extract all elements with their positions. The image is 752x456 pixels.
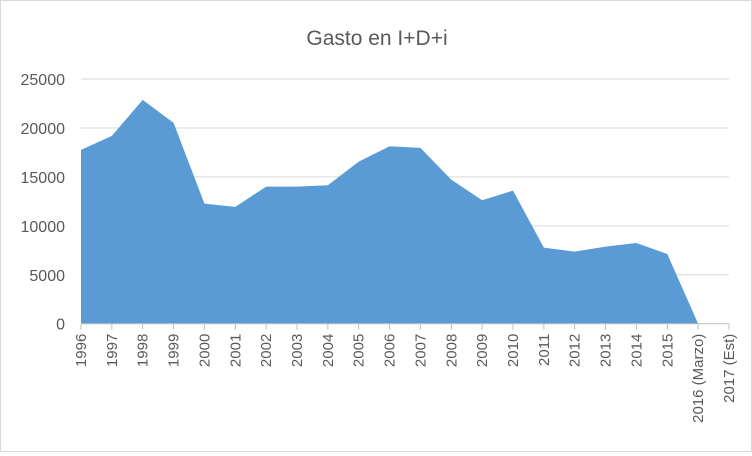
y-tick-label: 15000 (21, 170, 66, 187)
x-tick-label: 2011 (536, 334, 553, 366)
y-tick-label: 25000 (21, 72, 66, 89)
x-tick-label: 2008 (443, 334, 460, 367)
x-tick-label: 2014 (628, 334, 645, 367)
x-tick-label: 2003 (289, 334, 306, 367)
x-tick-label: 2006 (382, 334, 399, 367)
y-tick-label: 5000 (29, 268, 65, 285)
x-tick-label: 2012 (567, 334, 584, 367)
x-tick-label: 2013 (598, 334, 615, 367)
chart-title: Gasto en I+D+i (306, 27, 447, 50)
x-tick-label: 1996 (73, 334, 90, 367)
x-tick-label: 2007 (412, 334, 429, 367)
x-tick-label: 2010 (505, 334, 522, 367)
x-tick-label: 2000 (196, 334, 213, 367)
x-tick-label: 2001 (227, 334, 244, 367)
x-tick-label: 2005 (351, 334, 368, 367)
y-tick-label: 10000 (21, 219, 66, 236)
x-tick-label: 2016 (Marzo) (690, 334, 707, 423)
x-tick-label: 2002 (258, 334, 275, 367)
x-tick-label: 1998 (135, 334, 152, 367)
x-tick-label: 2017 (Est) (721, 334, 738, 403)
y-tick-label: 20000 (21, 121, 66, 138)
x-tick-label: 1999 (166, 334, 183, 367)
y-tick-label: 0 (56, 317, 65, 334)
x-tick-label: 2004 (320, 334, 337, 367)
x-tick-label: 2009 (474, 334, 491, 367)
x-tick-label: 2015 (659, 334, 676, 367)
series-area (81, 99, 699, 324)
x-tick-label: 1997 (104, 334, 121, 367)
